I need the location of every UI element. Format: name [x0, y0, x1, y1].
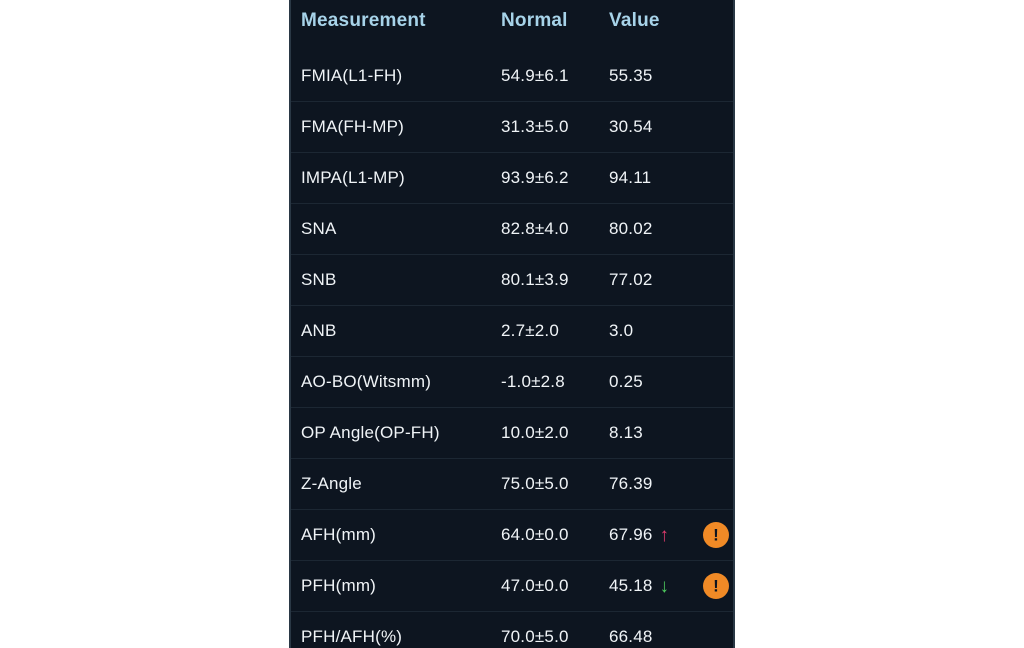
normal-range: 31.3±5.0	[501, 117, 569, 136]
table-row: SNB 80.1±3.9 77.02	[291, 254, 733, 305]
table-row: FMA(FH-MP) 31.3±5.0 30.54	[291, 101, 733, 152]
normal-range: 2.7±2.0	[501, 321, 559, 340]
table-row: PFH/AFH(%) 70.0±5.0 66.48	[291, 611, 733, 648]
table-row: IMPA(L1-MP) 93.9±6.2 94.11	[291, 152, 733, 203]
table-row: ANB 2.7±2.0 3.0	[291, 305, 733, 356]
measured-value: 45.18	[609, 576, 653, 595]
measured-value: 94.11	[609, 168, 652, 187]
normal-range: 54.9±6.1	[501, 65, 569, 85]
measurement-name: ANB	[301, 321, 337, 340]
trend-up-arrow-icon: ↑	[659, 524, 670, 546]
measured-value: 8.13	[609, 423, 643, 442]
measured-value-cell: 0.25	[609, 372, 733, 392]
measured-value: 30.54	[609, 117, 653, 136]
normal-range: 75.0±5.0	[501, 474, 569, 493]
measurement-table-panel: Measurement Normal Value FMIA(L1-FH) 54.…	[289, 0, 735, 648]
warning-icon[interactable]: !	[703, 573, 729, 599]
table-body: FMIA(L1-FH) 54.9±6.1 55.35 FMA(FH-MP) 31…	[291, 50, 733, 648]
measurement-name: PFH(mm)	[301, 576, 377, 595]
table-row: SNA 82.8±4.0 80.02	[291, 203, 733, 254]
measured-value-cell: 66.48	[609, 627, 733, 647]
table-row: Z-Angle 75.0±5.0 76.39	[291, 458, 733, 509]
measured-value-cell: 94.11	[609, 168, 733, 188]
column-header-normal: Normal	[501, 10, 568, 31]
exclamation-glyph: !	[713, 576, 719, 595]
normal-range: 10.0±2.0	[501, 423, 569, 442]
measured-value-cell: 77.02	[609, 270, 733, 290]
measurement-name: PFH/AFH(%)	[301, 627, 403, 646]
measured-value: 80.02	[609, 219, 653, 238]
measured-value-cell: 55.35	[609, 66, 733, 86]
measurement-name: FMA(FH-MP)	[301, 117, 405, 136]
warning-icon[interactable]: !	[703, 522, 729, 548]
measured-value: 67.96	[609, 525, 653, 544]
measured-value: 77.02	[609, 270, 653, 289]
measured-value: 0.25	[609, 372, 643, 391]
column-header-measurement: Measurement	[301, 10, 426, 31]
table-header: Measurement Normal Value	[291, 0, 733, 44]
table-row: OP Angle(OP-FH) 10.0±2.0 8.13	[291, 407, 733, 458]
measured-value: 3.0	[609, 321, 634, 340]
table-row: PFH(mm) 47.0±0.0 45.18 ↓ !	[291, 560, 733, 611]
measured-value: 55.35	[609, 65, 653, 85]
measured-value: 66.48	[609, 627, 653, 646]
measurement-name: AO-BO(Witsmm)	[301, 372, 432, 391]
measurement-name: FMIA(L1-FH)	[301, 65, 403, 85]
normal-range: 80.1±3.9	[501, 270, 569, 289]
measurement-name: IMPA(L1-MP)	[301, 168, 405, 187]
measurement-name: Z-Angle	[301, 474, 362, 493]
normal-range: 64.0±0.0	[501, 525, 569, 544]
measured-value-cell: 67.96 ↑ !	[609, 522, 733, 548]
measured-value-cell: 8.13	[609, 423, 733, 443]
measured-value: 76.39	[609, 474, 653, 493]
normal-range: 93.9±6.2	[501, 168, 569, 187]
normal-range: -1.0±2.8	[501, 372, 565, 391]
table-row: AFH(mm) 64.0±0.0 67.96 ↑ !	[291, 509, 733, 560]
table-row: AO-BO(Witsmm) -1.0±2.8 0.25	[291, 356, 733, 407]
measured-value-cell: 45.18 ↓ !	[609, 573, 733, 599]
normal-range: 47.0±0.0	[501, 576, 569, 595]
trend-down-arrow-icon: ↓	[659, 575, 670, 597]
measurement-name: AFH(mm)	[301, 525, 377, 544]
measurement-name: SNA	[301, 219, 337, 238]
measured-value-cell: 76.39	[609, 474, 733, 494]
measured-value-cell: 80.02	[609, 219, 733, 239]
table-row: FMIA(L1-FH) 54.9±6.1 55.35	[291, 50, 733, 101]
normal-range: 82.8±4.0	[501, 219, 569, 238]
measured-value-cell: 30.54	[609, 117, 733, 137]
measured-value-cell: 3.0	[609, 321, 733, 341]
column-header-value: Value	[609, 10, 660, 31]
measurement-name: OP Angle(OP-FH)	[301, 423, 440, 442]
exclamation-glyph: !	[713, 525, 719, 544]
measurement-name: SNB	[301, 270, 337, 289]
normal-range: 70.0±5.0	[501, 627, 569, 646]
